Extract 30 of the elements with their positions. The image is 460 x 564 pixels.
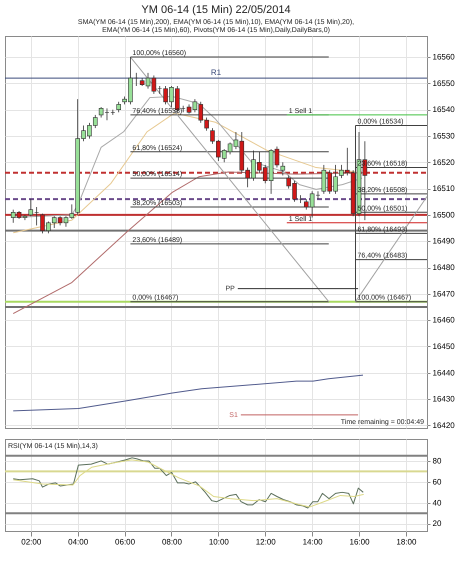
- y-tick-label: 20: [432, 519, 442, 528]
- y-tick-label: 16530: [432, 131, 456, 140]
- y-tick-label: 16500: [432, 210, 456, 220]
- y-tick-label: 16480: [432, 263, 456, 272]
- ref-line-label: R1: [210, 68, 222, 78]
- y-tick-label: 16560: [432, 52, 456, 62]
- x-tick-label: 12:00: [256, 538, 276, 546]
- y-tick-label: 16550: [432, 78, 456, 88]
- y-tick-label: 16430: [432, 394, 456, 404]
- y-tick-label: 16470: [432, 289, 456, 298]
- y-tick-label: 16420: [432, 420, 456, 430]
- y-tick-label: 60: [432, 477, 442, 486]
- x-tick-label: 04:00: [68, 538, 89, 546]
- x-tick-label: 18:00: [396, 538, 417, 546]
- x-tick-label: 14:00: [302, 538, 324, 546]
- y-tick-label: 16460: [432, 316, 456, 325]
- y-tick-label: 16510: [432, 184, 456, 194]
- x-tick-label: 10:00: [208, 538, 230, 546]
- x-tick-label: 08:00: [162, 538, 183, 546]
- x-tick-label: 06:00: [115, 538, 136, 546]
- y-tick-label: 16540: [432, 105, 456, 114]
- x-tick-label: 16:00: [349, 538, 370, 546]
- y-tick-label: 16440: [432, 368, 456, 378]
- chart-title: YM 06-14 (15 Min) 22/05/2014: [141, 4, 291, 16]
- y-tick-label: 80: [432, 456, 442, 466]
- y-tick-label: 16520: [432, 158, 456, 167]
- y-tick-label: 40: [432, 498, 442, 508]
- x-tick-label: 02:00: [21, 538, 42, 546]
- y-tick-label: 16450: [432, 342, 456, 351]
- y-tick-label: 16490: [432, 236, 456, 246]
